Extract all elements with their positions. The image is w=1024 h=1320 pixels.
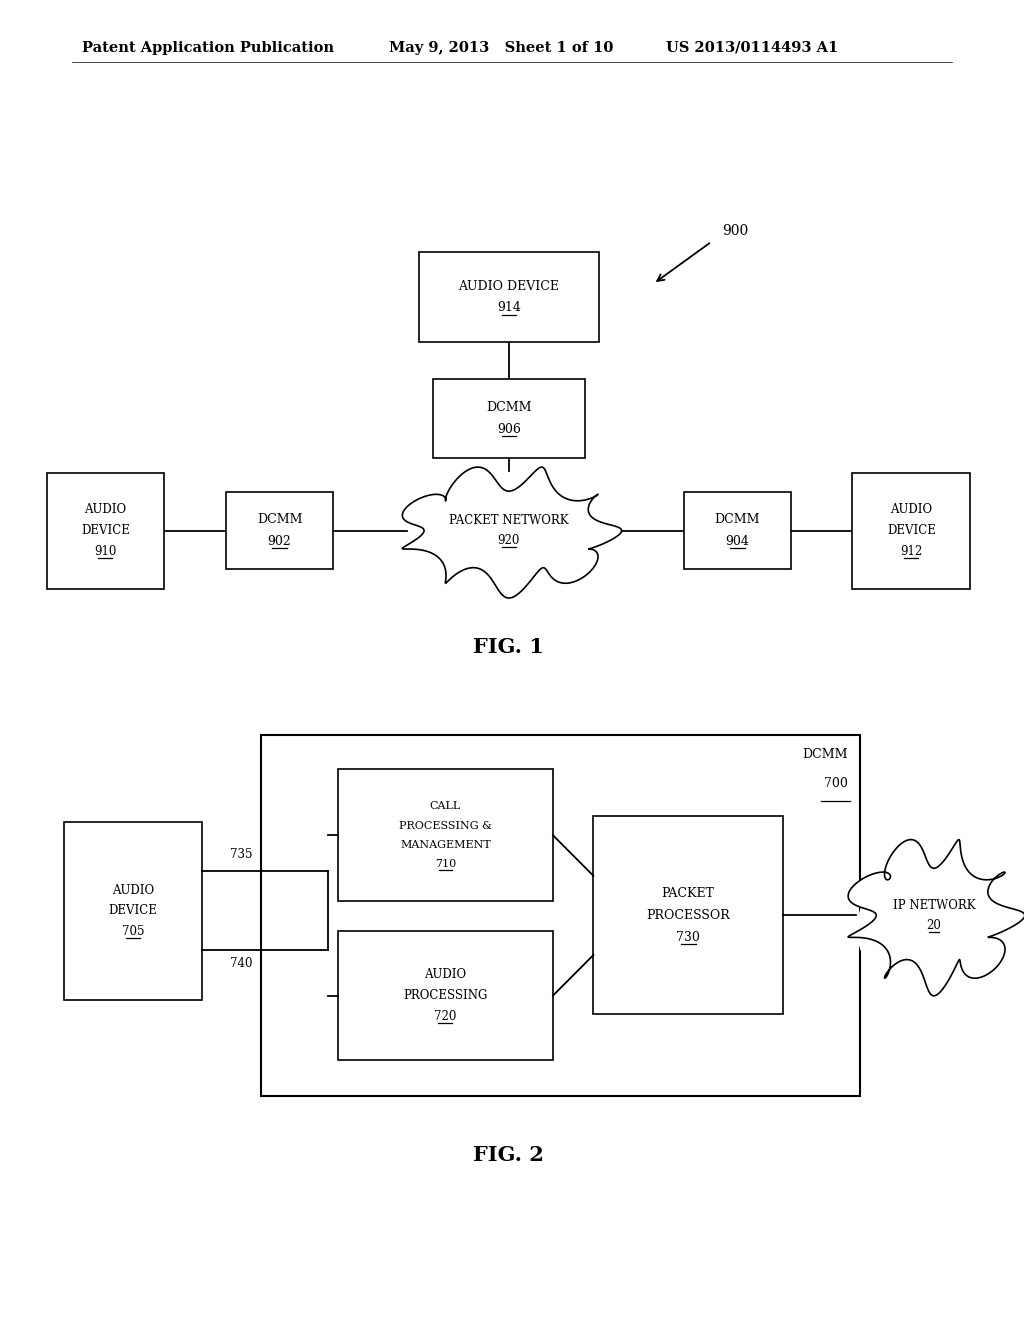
Ellipse shape [938, 853, 1004, 936]
Text: DCMM: DCMM [257, 513, 302, 527]
Ellipse shape [407, 506, 494, 579]
Ellipse shape [412, 478, 507, 548]
PathPatch shape [848, 840, 1024, 995]
Text: DEVICE: DEVICE [109, 904, 158, 917]
Ellipse shape [861, 853, 933, 936]
Ellipse shape [857, 884, 922, 974]
Text: 900: 900 [722, 224, 749, 238]
Text: PACKET: PACKET [662, 887, 715, 900]
Text: 914: 914 [497, 301, 521, 314]
Text: AUDIO: AUDIO [890, 503, 933, 516]
Text: AUDIO DEVICE: AUDIO DEVICE [459, 280, 559, 293]
Text: 904: 904 [725, 535, 750, 548]
Text: CALL: CALL [430, 801, 461, 810]
Text: 912: 912 [900, 545, 923, 558]
Text: IP NETWORK: IP NETWORK [893, 899, 975, 912]
Text: PACKET NETWORK: PACKET NETWORK [450, 513, 568, 527]
Ellipse shape [441, 516, 545, 603]
Text: AUDIO: AUDIO [424, 969, 467, 982]
Text: 906: 906 [497, 422, 521, 436]
Text: 705: 705 [122, 925, 144, 939]
Bar [226, 492, 334, 569]
Ellipse shape [497, 513, 592, 594]
Text: 20: 20 [927, 919, 941, 932]
Ellipse shape [925, 895, 996, 991]
Bar [338, 932, 553, 1060]
Text: AUDIO: AUDIO [84, 503, 127, 516]
Text: DEVICE: DEVICE [887, 524, 936, 537]
Text: DCMM: DCMM [486, 401, 531, 414]
Text: Patent Application Publication: Patent Application Publication [82, 41, 334, 54]
Text: PROCESSING &: PROCESSING & [399, 821, 492, 830]
Text: FIG. 1: FIG. 1 [473, 636, 545, 657]
Text: DEVICE: DEVICE [81, 524, 130, 537]
Ellipse shape [884, 898, 961, 1003]
Text: 710: 710 [435, 859, 456, 870]
Text: PROCESSOR: PROCESSOR [646, 909, 730, 921]
Text: 730: 730 [676, 931, 700, 944]
Text: 700: 700 [824, 777, 848, 791]
Text: PROCESSING: PROCESSING [403, 989, 487, 1002]
Bar [684, 492, 791, 569]
Text: 720: 720 [434, 1010, 457, 1023]
Text: FIG. 2: FIG. 2 [473, 1144, 545, 1166]
Bar [594, 816, 782, 1015]
Text: 902: 902 [267, 535, 292, 548]
Text: 910: 910 [94, 545, 117, 558]
PathPatch shape [402, 467, 622, 598]
Text: 735: 735 [230, 847, 253, 861]
Ellipse shape [956, 883, 1016, 961]
Ellipse shape [450, 492, 568, 557]
Bar [46, 473, 164, 589]
Bar [63, 821, 203, 1001]
Text: AUDIO: AUDIO [112, 883, 155, 896]
Bar [261, 735, 860, 1096]
Bar [852, 473, 971, 589]
Ellipse shape [889, 870, 979, 948]
Text: US 2013/0114493 A1: US 2013/0114493 A1 [666, 41, 838, 54]
Text: May 9, 2013   Sheet 1 of 10: May 9, 2013 Sheet 1 of 10 [389, 41, 613, 54]
Bar [420, 252, 598, 342]
Ellipse shape [515, 478, 602, 548]
Text: 740: 740 [230, 957, 253, 970]
Bar [338, 770, 553, 902]
Bar [433, 379, 585, 458]
Text: MANAGEMENT: MANAGEMENT [400, 840, 490, 850]
Text: DCMM: DCMM [715, 513, 760, 527]
Ellipse shape [539, 504, 617, 569]
Text: 920: 920 [498, 535, 520, 548]
Text: DCMM: DCMM [803, 748, 848, 762]
